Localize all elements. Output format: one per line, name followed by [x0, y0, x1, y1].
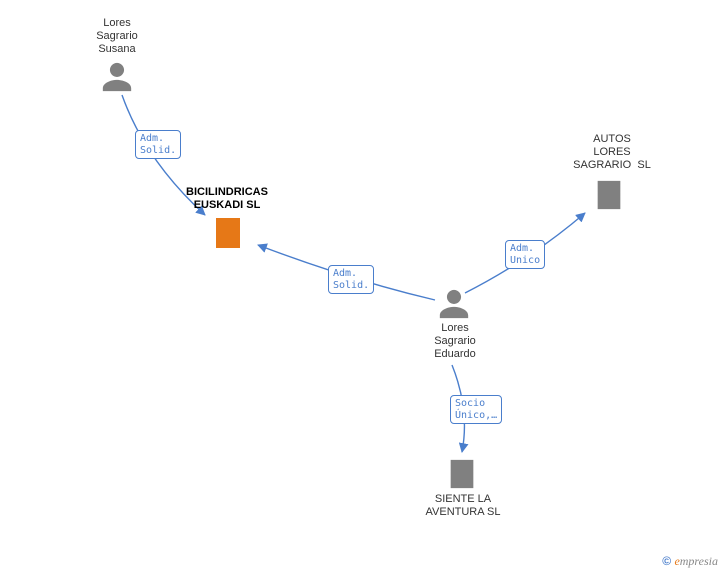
- edge-label-adm-unico: Adm. Unico: [505, 240, 545, 269]
- building-icon[interactable]: [445, 457, 479, 491]
- footer-branding: © empresia: [662, 554, 718, 569]
- edge-label-socio-unico: Socio Único,…: [450, 395, 502, 424]
- node-label-eduardo: Lores Sagrario Eduardo: [420, 322, 490, 362]
- person-icon[interactable]: [437, 287, 471, 321]
- brand-rest: mpresia: [680, 554, 718, 568]
- edge-label-adm-solid: Adm. Solid.: [135, 130, 181, 159]
- node-label-susana: Lores Sagrario Susana: [82, 17, 152, 57]
- copyright-symbol: ©: [662, 554, 671, 568]
- edge-label-adm-solid: Adm. Solid.: [328, 265, 374, 294]
- node-label-siente: SIENTE LA AVENTURA SL: [408, 493, 518, 519]
- building-icon[interactable]: [592, 178, 626, 212]
- node-label-autos: AUTOS LORES SAGRARIO SL: [557, 133, 667, 173]
- person-icon[interactable]: [100, 60, 134, 94]
- building-icon[interactable]: [210, 215, 246, 251]
- node-label-bicilindricas: BICILINDRICAS EUSKADI SL: [167, 186, 287, 212]
- diagram-canvas: Lores Sagrario Susana BICILINDRICAS EUSK…: [0, 0, 728, 575]
